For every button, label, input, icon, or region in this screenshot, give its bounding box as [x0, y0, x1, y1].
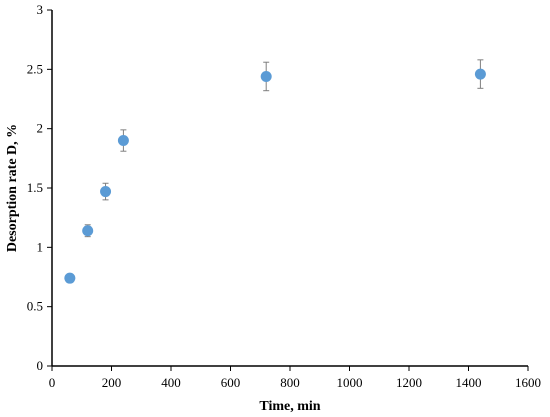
x-tick-label: 1200 — [396, 375, 422, 390]
y-tick-label: 0 — [37, 358, 44, 373]
y-tick-label: 1.5 — [27, 180, 43, 195]
x-tick-label: 600 — [221, 375, 241, 390]
ticks: 0 0.5 1 1.5 2 2.5 3 0 200 400 600 800 1000 1200 1400 16… — [27, 2, 541, 390]
y-axis-title: Desorption rate D, % — [5, 124, 20, 252]
x-axis-title: Time, min — [259, 399, 320, 414]
y-tick-label: 2 — [37, 121, 44, 136]
y-tick-label: 1 — [37, 239, 44, 254]
x-tick-label: 1600 — [515, 375, 541, 390]
y-tick-label: 2.5 — [27, 61, 43, 76]
x-tick-label: 400 — [161, 375, 181, 390]
x-tick-label: 200 — [102, 375, 122, 390]
data-point — [100, 186, 112, 198]
data-point — [64, 272, 76, 284]
data-point — [82, 225, 94, 237]
data-point — [260, 70, 272, 82]
x-tick-label: 0 — [49, 375, 56, 390]
y-tick-label: 3 — [37, 2, 44, 17]
y-tick-label: 0.5 — [27, 299, 43, 314]
data-point — [474, 68, 486, 80]
x-tick-label: 1000 — [337, 375, 363, 390]
axes — [51, 10, 528, 367]
x-tick-label: 800 — [280, 375, 300, 390]
data-points — [64, 59, 486, 284]
data-point — [117, 135, 129, 147]
x-tick-label: 1400 — [456, 375, 482, 390]
